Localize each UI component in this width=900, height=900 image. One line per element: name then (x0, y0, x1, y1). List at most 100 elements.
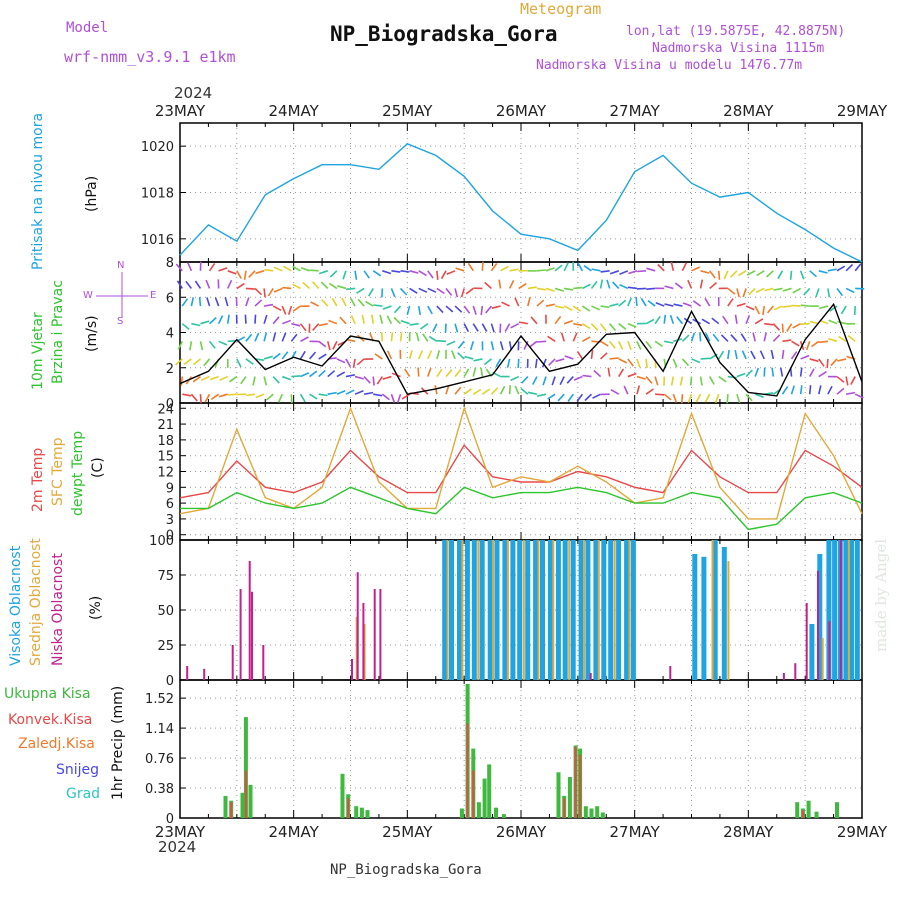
wind-arrow (299, 323, 307, 332)
wind-arrow (205, 279, 211, 289)
wind-arrow (363, 391, 374, 395)
wind-arrow (593, 369, 602, 378)
y-tick-label: 12 (157, 466, 174, 481)
wind-arrow (331, 297, 338, 307)
cloud-bar-1 (843, 540, 849, 680)
wind-arrow (777, 270, 784, 280)
wind-arrow (581, 323, 591, 330)
wind-arrow (560, 332, 565, 342)
wind-arrow (390, 393, 396, 403)
wind-arrow (730, 270, 738, 278)
cloud-bar-3 (203, 668, 206, 680)
cloud-bar-2 (477, 540, 480, 680)
wind-arrow (609, 270, 620, 275)
precip-bar-1 (795, 802, 800, 818)
wind-arrow (736, 288, 740, 298)
wind-arrow (591, 305, 601, 311)
wind-arrow (730, 334, 738, 342)
cloud-bar-1 (616, 540, 622, 680)
wind-arrow (606, 279, 611, 289)
wind-arrow (818, 270, 828, 274)
wind-arrow (554, 287, 564, 292)
wind-arrow (467, 262, 474, 272)
wind-arrow (699, 376, 703, 386)
wind-arrow (187, 262, 193, 272)
wind-arrow (521, 376, 529, 384)
wind-arrow (473, 358, 483, 362)
wind-arrow (229, 375, 238, 383)
wind-arrow (727, 298, 734, 307)
wind-arrow (657, 263, 665, 272)
wind-arrow (310, 301, 320, 307)
cloud-bar-2 (363, 624, 366, 680)
cloud-bar-1 (578, 540, 584, 680)
legend-precip-total: Ukupna Kisa (4, 686, 91, 702)
wind-arrow (272, 316, 280, 325)
wind-arrow (299, 393, 306, 403)
date-tick-label-top: 26MAY (496, 102, 547, 120)
wind-arrow (809, 270, 818, 278)
y-tick-label: 24 (157, 402, 174, 417)
wind-arrow (811, 340, 820, 348)
wind-arrow (342, 270, 347, 280)
cloud-bar-3 (362, 603, 365, 680)
wind-arrow (373, 393, 383, 397)
wind-arrow (396, 393, 402, 404)
wind-arrow (818, 371, 827, 378)
wind-arrow (267, 288, 274, 297)
wind-arrow (736, 372, 746, 378)
compass-east: E (150, 290, 157, 301)
wind-arrow (318, 353, 327, 360)
wind-arrow (745, 393, 753, 402)
wind-arrow (699, 279, 704, 289)
cloud-bar-3 (351, 659, 353, 680)
cloud-bar-3 (839, 540, 842, 680)
wind-arrow (393, 316, 402, 325)
wind-arrow (382, 270, 392, 275)
wind-arrow (636, 358, 641, 368)
wind-arrow (400, 270, 410, 273)
wind-arrow (472, 323, 479, 332)
wind-arrow (399, 287, 408, 296)
date-tick-label-top: 28MAY (723, 102, 774, 120)
y-tick-label: 6 (166, 497, 174, 512)
wind-arrow (500, 265, 509, 272)
wind-arrow (771, 367, 775, 377)
wind-arrow (837, 320, 847, 325)
wind-arrow (752, 332, 756, 342)
wind-arrow (755, 287, 765, 294)
cloud-bar-1 (487, 540, 493, 680)
temperature-series-1 (179, 444, 863, 499)
precip-bar-1 (487, 764, 492, 818)
wind-arrow (537, 393, 547, 397)
wind-arrow (750, 350, 756, 360)
wind-arrow (583, 265, 592, 272)
wind-arrow (189, 341, 193, 351)
wind-arrow (272, 376, 280, 384)
wind-arrow (264, 268, 274, 272)
wind-arrow (446, 340, 456, 346)
wind-arrow (727, 375, 737, 379)
wind-arrow (654, 315, 661, 325)
wind-arrow (499, 385, 506, 395)
wind-arrow (292, 283, 301, 290)
wind-arrow (527, 391, 538, 395)
wind-arrow (183, 358, 192, 365)
cloud-bar-3 (373, 589, 376, 680)
wind-arrow (491, 305, 501, 309)
wind-arrow (198, 297, 202, 307)
wind-arrow (327, 391, 337, 395)
wind-arrow (417, 305, 421, 316)
cloud-bar-1 (630, 540, 636, 680)
wind-arrow (218, 340, 228, 346)
wind-arrow (200, 320, 210, 325)
cloud-bar-3 (186, 666, 189, 680)
precip-bar-1 (600, 812, 605, 818)
wind-arrow (612, 281, 620, 289)
wind-arrow (376, 376, 383, 385)
wind-arrow (218, 267, 228, 272)
wind-arrow (734, 314, 738, 324)
wind-arrow (480, 367, 484, 377)
wind-arrow (818, 358, 825, 367)
wind-arrow (599, 323, 607, 332)
